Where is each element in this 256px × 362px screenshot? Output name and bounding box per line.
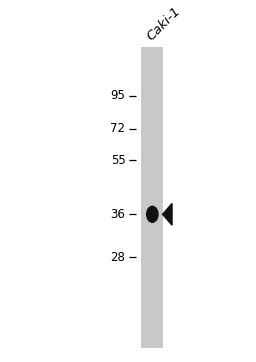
Polygon shape bbox=[163, 203, 172, 225]
Text: 72: 72 bbox=[110, 122, 125, 135]
Text: 55: 55 bbox=[111, 153, 125, 167]
Text: Caki-1: Caki-1 bbox=[144, 5, 183, 43]
Text: 36: 36 bbox=[111, 208, 125, 221]
Text: 95: 95 bbox=[111, 89, 125, 102]
Circle shape bbox=[147, 206, 158, 222]
Bar bbox=[141, 47, 163, 348]
Text: 28: 28 bbox=[111, 251, 125, 264]
